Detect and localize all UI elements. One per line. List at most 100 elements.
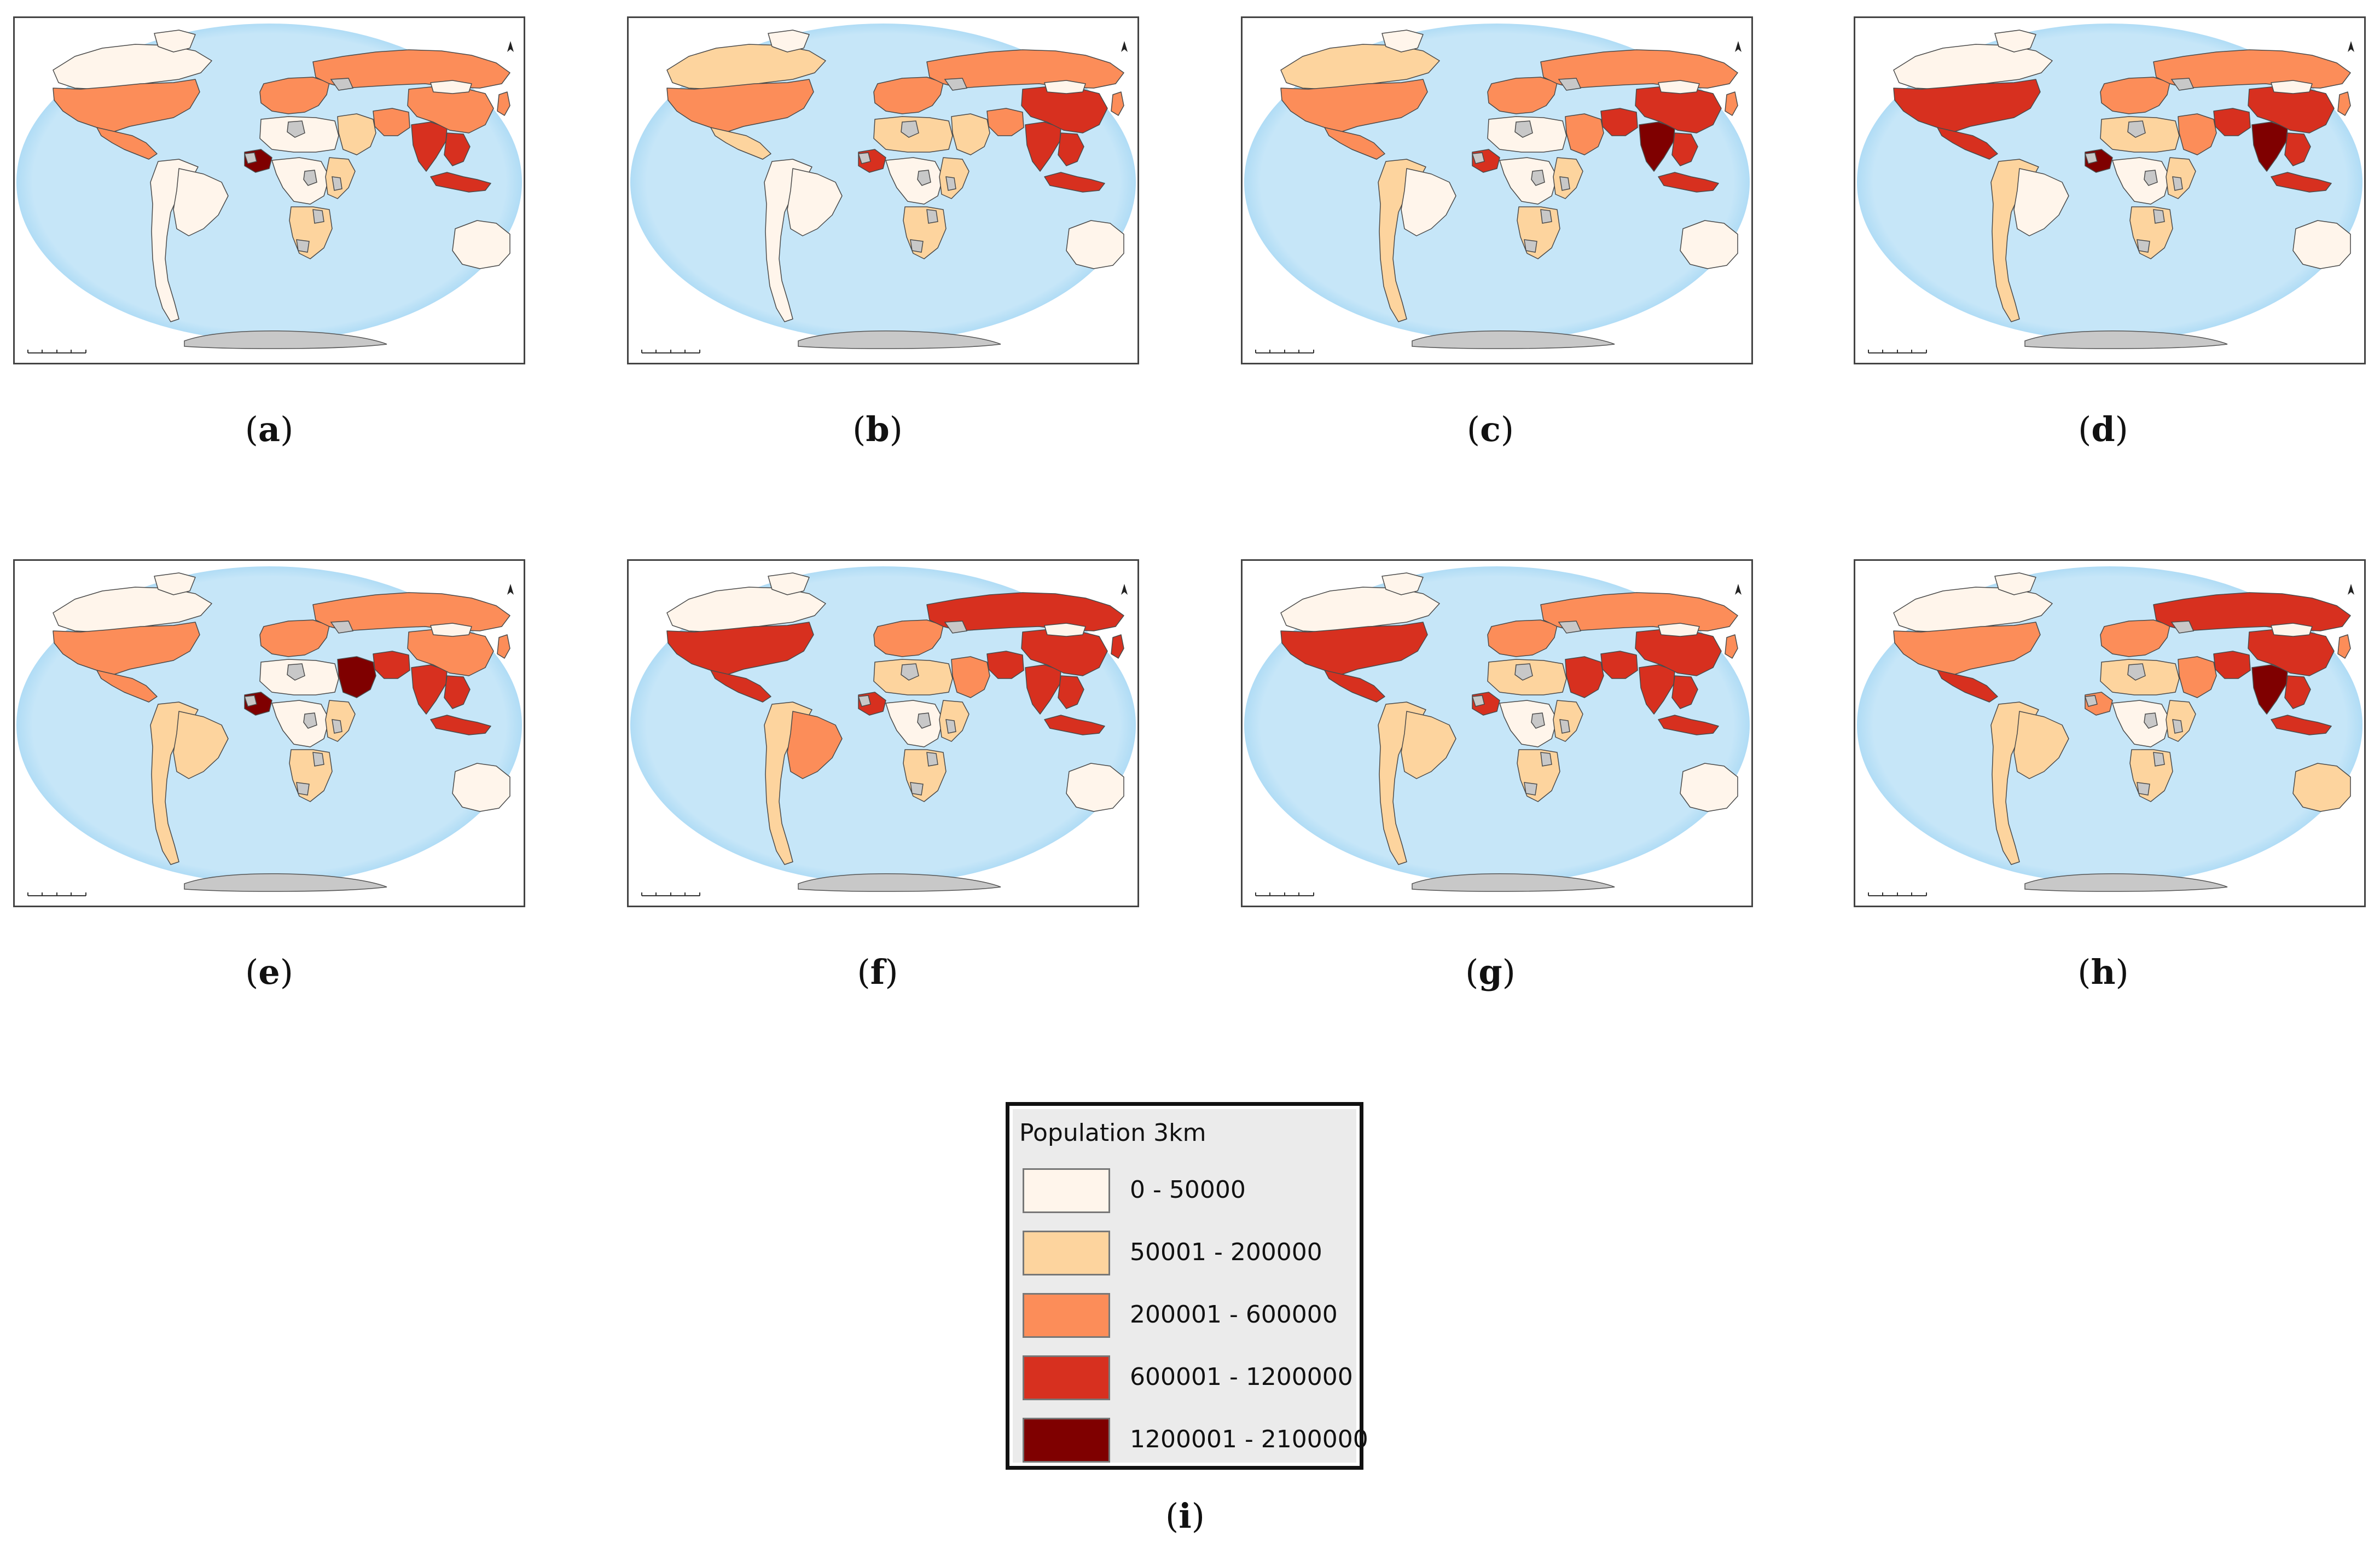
region-mongolia (1658, 623, 1700, 637)
region-antarctica (184, 330, 387, 349)
region-canada (1893, 44, 2053, 90)
region-greenland (768, 30, 810, 53)
region-nodata-6 (944, 621, 968, 634)
region-nodata-1 (287, 663, 305, 681)
map-legend: Population 3km 0 - 50000 50001 - 200000 … (1006, 1102, 1368, 1470)
region-nodata-1 (1514, 663, 1533, 681)
region-brazil (173, 168, 229, 236)
region-nodata-1 (2127, 120, 2146, 138)
region-nodata-2 (303, 712, 317, 729)
region-japan (1111, 91, 1124, 116)
region-nodata-6 (330, 621, 354, 634)
legend-swatch-4 (1023, 1355, 1110, 1400)
region-middle-east (337, 113, 376, 155)
region-japan (2337, 91, 2351, 116)
map-panel-e (13, 559, 525, 907)
region-nodata-2 (917, 170, 931, 186)
region-central-africa (2112, 157, 2170, 205)
map-panel-d (1854, 16, 2366, 364)
region-mexico (1937, 670, 1998, 703)
region-southeast-asia (1671, 132, 1698, 166)
region-central-africa (885, 700, 944, 747)
region-canada (1893, 587, 2053, 633)
region-europe (1487, 77, 1558, 114)
region-southeast-asia (1058, 132, 1084, 166)
region-nodata-4 (945, 719, 956, 734)
region-nodata-3 (312, 209, 324, 224)
region-iran (2213, 651, 2251, 679)
region-europe (259, 77, 330, 114)
region-greenland (768, 572, 810, 595)
region-southeast-asia (2284, 132, 2311, 166)
region-nodata-7 (296, 239, 310, 253)
region-middle-east (951, 113, 990, 155)
region-nodata-1 (2127, 663, 2146, 681)
region-brazil (2013, 168, 2069, 236)
region-europe (2100, 77, 2170, 114)
region-southeast-asia (1671, 675, 1698, 709)
north-arrow-icon (507, 41, 514, 52)
region-middle-east (2178, 656, 2217, 698)
north-arrow-icon (2348, 584, 2354, 595)
region-indonesia (1658, 172, 1719, 193)
region-nodata-4 (945, 176, 956, 191)
region-nodata-5 (857, 695, 871, 707)
region-japan (497, 634, 510, 659)
region-europe (873, 77, 944, 114)
region-brazil (1401, 711, 1456, 779)
region-mexico (710, 127, 771, 160)
region-europe (1487, 619, 1558, 657)
region-australia (2292, 763, 2351, 812)
region-greenland (1381, 30, 1424, 53)
map-panel-b (627, 16, 1139, 364)
region-nodata-3 (2153, 752, 2165, 767)
region-mexico (1937, 127, 1998, 160)
region-nodata-4 (1559, 719, 1570, 734)
caption-i: (i) (1165, 1496, 1205, 1536)
region-iran (1600, 108, 1638, 136)
region-canada (53, 44, 212, 90)
legend-item-3: 200001 - 600000 (1023, 1293, 1362, 1340)
region-usa (1893, 79, 2041, 132)
region-mexico (710, 670, 771, 703)
region-southeast-asia (444, 132, 471, 166)
region-nodata-3 (1540, 752, 1552, 767)
region-indonesia (1044, 172, 1105, 193)
map-panel-f (627, 559, 1139, 907)
region-nodata-7 (1524, 239, 1537, 253)
region-nodata-2 (917, 712, 931, 729)
north-arrow-icon (2348, 41, 2354, 52)
region-iran (2213, 108, 2251, 136)
legend-swatch-2 (1023, 1231, 1110, 1275)
region-australia (452, 220, 510, 269)
region-nodata-5 (857, 152, 871, 164)
region-australia (1680, 763, 1738, 812)
north-arrow-icon (1121, 41, 1128, 52)
region-mexico (1324, 127, 1385, 160)
region-antarctica (2024, 873, 2228, 892)
region-nodata-7 (1524, 782, 1537, 796)
region-japan (1111, 634, 1124, 659)
region-greenland (1381, 572, 1424, 595)
world-map-b (630, 24, 1136, 353)
region-japan (497, 91, 510, 116)
map-panel-c (1241, 16, 1753, 364)
region-nodata-7 (910, 239, 924, 253)
legend-label-1: 0 - 50000 (1130, 1176, 1246, 1204)
region-usa (53, 79, 200, 132)
legend-item-4: 600001 - 1200000 (1023, 1355, 1362, 1402)
scale-bar (1255, 892, 1314, 896)
region-europe (259, 619, 330, 657)
region-mongolia (1658, 80, 1700, 94)
north-arrow-icon (1735, 41, 1742, 52)
region-japan (1725, 634, 1738, 659)
region-nodata-3 (926, 752, 938, 767)
region-mexico (96, 670, 158, 703)
region-mongolia (1044, 80, 1086, 94)
region-iran (986, 108, 1024, 136)
legend-item-2: 50001 - 200000 (1023, 1231, 1362, 1278)
world-map-a (16, 24, 522, 353)
region-nodata-3 (312, 752, 324, 767)
region-usa (1893, 622, 2041, 675)
region-mongolia (430, 80, 472, 94)
